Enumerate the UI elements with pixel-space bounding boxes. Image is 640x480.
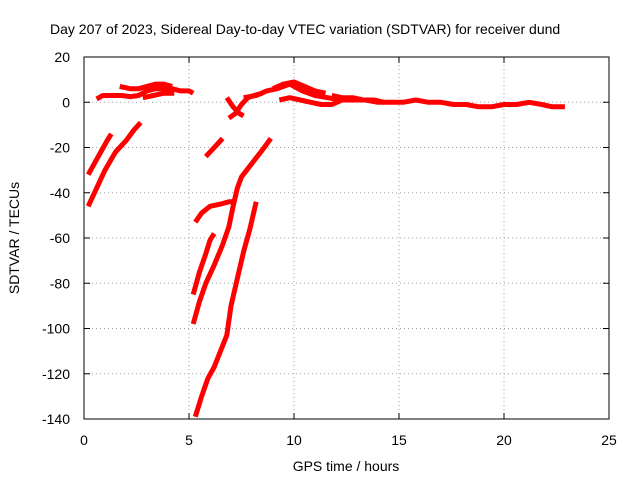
plot-frame	[83, 56, 610, 420]
series-arc-right-low	[278, 95, 354, 107]
series-group	[85, 79, 565, 418]
y-tick-label: -40	[50, 185, 70, 201]
y-tick-label: -20	[50, 140, 70, 156]
series-arc-steep-a	[190, 232, 217, 296]
chart-title: Day 207 of 2023, Sidereal Day-to-day VTE…	[50, 21, 560, 37]
x-tick-label: 0	[80, 432, 88, 448]
series-arc-right-high	[271, 79, 327, 96]
series-arc-mid-short	[203, 136, 225, 159]
series-arc-steep-b	[190, 136, 273, 325]
y-tick-label: -80	[50, 275, 70, 291]
series-arc-left-a	[86, 132, 114, 176]
x-tick-label: 5	[185, 432, 193, 448]
y-tick-label: 20	[54, 49, 70, 65]
grid	[84, 57, 609, 419]
axis-ticks: 0 5 10 15 20 25 20 0 -20 -40 -60 -80 -100 -120 -140	[42, 49, 617, 448]
series-arc-upper-high	[119, 81, 173, 92]
y-tick-label: -100	[42, 321, 70, 337]
x-tick-label: 20	[496, 432, 512, 448]
y-axis-label: SDTVAR / TECUs	[6, 182, 22, 294]
series-arc-mid-left	[193, 199, 236, 224]
series-arc-right-mid	[331, 93, 385, 105]
y-tick-label: -60	[50, 230, 70, 246]
y-tick-label: 0	[62, 94, 70, 110]
series-arc-left-b	[85, 120, 143, 208]
x-axis-label: GPS time / hours	[293, 458, 400, 474]
x-tick-label: 15	[391, 432, 407, 448]
series-arc-upper-main	[95, 86, 195, 102]
x-tick-label: 10	[286, 432, 302, 448]
series-arc-right-main	[243, 81, 565, 110]
y-tick-label: -120	[42, 366, 70, 382]
series-arc-steep-c	[192, 201, 259, 418]
x-tick-label: 25	[601, 432, 617, 448]
series-arc-upper-low	[142, 90, 175, 101]
y-tick-label: -140	[42, 411, 70, 427]
